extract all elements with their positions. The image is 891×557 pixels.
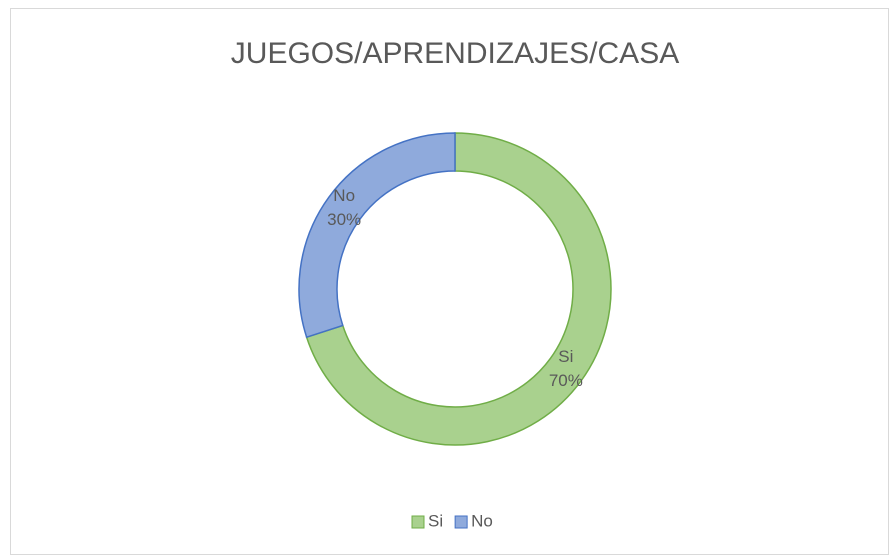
chart-title: JUEGOS/APRENDIZAJES/CASA — [231, 37, 679, 70]
chart-frame — [10, 8, 889, 555]
legend-swatch — [411, 515, 425, 529]
legend-label: No — [471, 511, 493, 530]
doughnut-segment — [305, 132, 612, 446]
data-label-value: 30% — [327, 210, 361, 229]
data-label-category: Si — [558, 347, 573, 366]
doughnut-segment — [298, 132, 456, 339]
legend-label: Si — [428, 511, 443, 530]
data-label-value: 70% — [549, 371, 583, 390]
legend-swatch — [454, 515, 468, 529]
data-label-category: No — [333, 186, 355, 205]
